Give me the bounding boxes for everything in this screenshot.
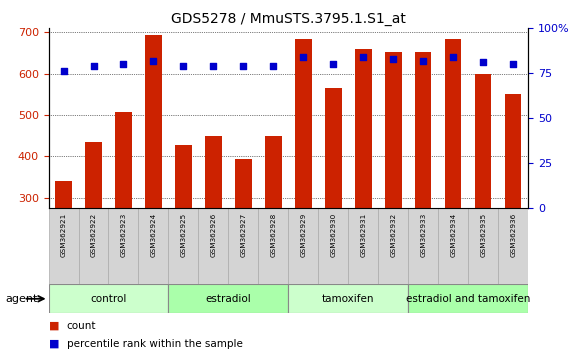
Text: GSM362923: GSM362923 bbox=[120, 213, 127, 257]
Text: GSM362921: GSM362921 bbox=[61, 213, 67, 257]
Text: GSM362926: GSM362926 bbox=[210, 213, 216, 257]
Point bbox=[449, 54, 458, 60]
Text: GSM362935: GSM362935 bbox=[480, 213, 486, 257]
Bar bbox=[325, 88, 341, 208]
Bar bbox=[49, 284, 168, 313]
Text: GSM362928: GSM362928 bbox=[270, 213, 276, 257]
Point bbox=[179, 63, 188, 69]
Text: GSM362929: GSM362929 bbox=[300, 213, 307, 257]
Point bbox=[119, 62, 128, 67]
Text: count: count bbox=[67, 320, 96, 331]
Bar bbox=[115, 112, 132, 208]
Point bbox=[269, 63, 278, 69]
Bar bbox=[439, 208, 468, 284]
Bar bbox=[408, 284, 528, 313]
Title: GDS5278 / MmuSTS.3795.1.S1_at: GDS5278 / MmuSTS.3795.1.S1_at bbox=[171, 12, 406, 26]
Text: GSM362931: GSM362931 bbox=[360, 213, 367, 257]
Bar bbox=[175, 145, 192, 208]
Bar bbox=[415, 52, 432, 208]
Bar bbox=[348, 208, 379, 284]
Text: control: control bbox=[90, 294, 127, 304]
Point bbox=[59, 69, 68, 74]
Bar bbox=[168, 208, 199, 284]
Bar bbox=[288, 284, 408, 313]
Text: agent: agent bbox=[6, 294, 38, 304]
Text: GSM362936: GSM362936 bbox=[510, 213, 516, 257]
Text: estradiol: estradiol bbox=[206, 294, 251, 304]
Text: GSM362925: GSM362925 bbox=[180, 213, 187, 257]
Bar bbox=[259, 208, 288, 284]
Point bbox=[509, 62, 518, 67]
Text: GSM362927: GSM362927 bbox=[240, 213, 247, 257]
Text: GSM362934: GSM362934 bbox=[450, 213, 456, 257]
Bar bbox=[205, 136, 222, 208]
Bar bbox=[385, 52, 401, 208]
Text: estradiol and tamoxifen: estradiol and tamoxifen bbox=[406, 294, 530, 304]
Text: ■: ■ bbox=[49, 320, 59, 331]
Bar bbox=[468, 208, 498, 284]
Point bbox=[89, 63, 98, 69]
Point bbox=[299, 54, 308, 60]
Bar bbox=[85, 142, 102, 208]
Text: tamoxifen: tamoxifen bbox=[322, 294, 375, 304]
Text: GSM362933: GSM362933 bbox=[420, 213, 427, 257]
Bar bbox=[295, 39, 312, 208]
Point bbox=[239, 63, 248, 69]
Bar bbox=[235, 159, 252, 208]
Point bbox=[359, 54, 368, 60]
Bar bbox=[355, 49, 372, 208]
Bar bbox=[445, 39, 461, 208]
Point bbox=[209, 63, 218, 69]
Bar bbox=[168, 284, 288, 313]
Text: percentile rank within the sample: percentile rank within the sample bbox=[67, 339, 243, 349]
Bar bbox=[49, 208, 79, 284]
Bar bbox=[319, 208, 348, 284]
Bar bbox=[408, 208, 439, 284]
Point bbox=[329, 62, 338, 67]
Bar bbox=[79, 208, 108, 284]
Text: GSM362922: GSM362922 bbox=[90, 213, 96, 257]
Bar bbox=[139, 208, 168, 284]
Bar bbox=[379, 208, 408, 284]
Bar bbox=[288, 208, 319, 284]
Text: ■: ■ bbox=[49, 339, 59, 349]
Bar bbox=[475, 74, 492, 208]
Bar bbox=[228, 208, 259, 284]
Point bbox=[149, 58, 158, 63]
Point bbox=[389, 56, 398, 62]
Bar bbox=[199, 208, 228, 284]
Bar bbox=[108, 208, 138, 284]
Text: GSM362924: GSM362924 bbox=[150, 213, 156, 257]
Bar bbox=[265, 136, 282, 208]
Point bbox=[478, 60, 488, 65]
Bar bbox=[505, 95, 521, 208]
Bar bbox=[498, 208, 528, 284]
Text: GSM362930: GSM362930 bbox=[330, 213, 336, 257]
Point bbox=[419, 58, 428, 63]
Text: GSM362932: GSM362932 bbox=[390, 213, 396, 257]
Bar bbox=[145, 35, 162, 208]
Bar bbox=[55, 181, 72, 208]
